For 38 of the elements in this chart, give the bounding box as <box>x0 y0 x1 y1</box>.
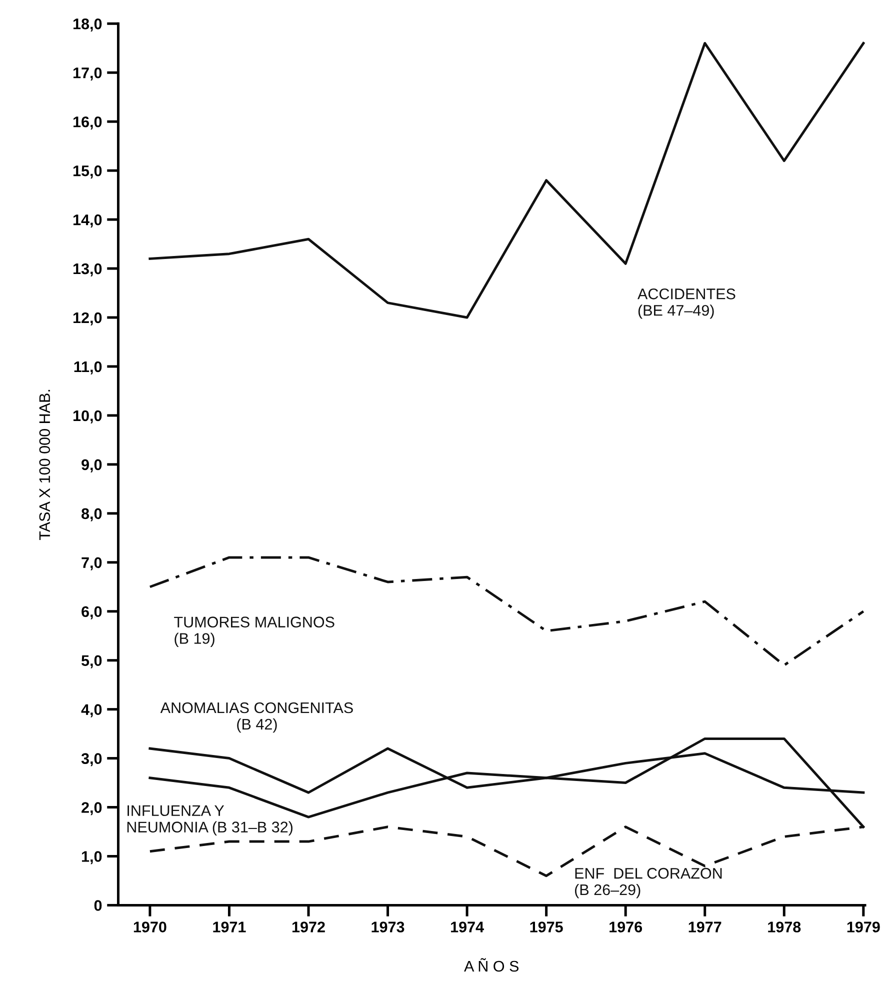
x-tick-label: 1979 <box>847 922 880 932</box>
y-tick-label: 14,0 <box>73 214 102 228</box>
y-tick-label: 9,0 <box>82 459 102 472</box>
x-tick-label: 1973 <box>372 922 404 932</box>
y-tick-label: 16,0 <box>73 116 102 130</box>
y-tick-label: 3,0 <box>81 753 102 766</box>
y-tick-label: 11,0 <box>74 361 102 374</box>
x-tick-label: 1975 <box>530 922 563 932</box>
x-tick-label: 1978 <box>768 922 801 932</box>
x-tick-label: 1970 <box>134 922 166 932</box>
x-tick-label: 1976 <box>610 922 642 932</box>
series-label: INFLUENZA Y NEUMONIA (B 31–B 32) <box>127 805 292 836</box>
y-tick-label: 12,0 <box>73 312 102 326</box>
y-tick-label: 6,0 <box>82 606 102 620</box>
y-tick-label: 13,0 <box>73 263 102 276</box>
y-axis-title: TASA X 100 000 HAB. <box>39 390 50 540</box>
x-axis-title: A Ñ O S <box>464 958 519 972</box>
x-tick-label: 1971 <box>213 922 246 932</box>
y-tick-label: 7,0 <box>82 557 102 570</box>
y-tick-label: 1,0 <box>82 851 102 864</box>
x-tick-label: 1977 <box>688 922 722 932</box>
y-tick-label: 2,0 <box>82 802 102 816</box>
series-label: ACCIDENTES (BE 47–49) <box>638 288 736 319</box>
y-tick-label: 18,0 <box>73 18 102 32</box>
line-series <box>148 556 865 666</box>
x-tick-label: 1974 <box>451 922 484 932</box>
y-tick-label: 4,0 <box>81 704 102 718</box>
text: TUMORES MALIGNOS (B 19) <box>174 616 334 647</box>
y-tick-label: 5,0 <box>82 655 102 668</box>
y-tick-label: 15,0 <box>73 165 102 178</box>
series-label: ANOMALIAS CONGENITAS (B 42) <box>160 702 353 733</box>
series-label: ENF DEL CORAZON (B 26–29) <box>575 868 722 898</box>
y-tick-label: 10,0 <box>73 410 102 424</box>
y-tick-label: 17,0 <box>73 67 102 81</box>
y-tick-label: 8,0 <box>82 508 102 522</box>
y-tick-label: 0 <box>94 900 102 911</box>
x-tick-label: 1972 <box>292 922 325 932</box>
line-series <box>148 42 865 319</box>
